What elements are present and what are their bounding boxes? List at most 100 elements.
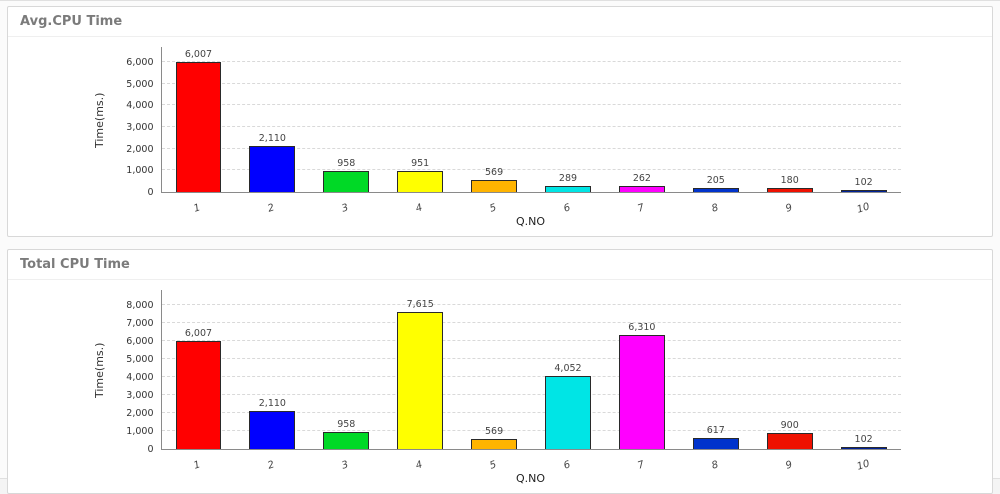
bar-value-label: 617 xyxy=(706,424,725,436)
panel-avg-cpu-time: Avg.CPU Time Time(ms.) 0 1,000 2,000 3,000 4… xyxy=(7,6,993,237)
bar-slot-7: 262 xyxy=(605,47,679,192)
bar xyxy=(397,171,444,192)
bar-value-label: 102 xyxy=(854,176,873,188)
bar xyxy=(692,187,739,192)
y-axis-ticks: 0 1,000 2,000 3,000 4,000 5,000 6,000 7,000 8,00… xyxy=(111,290,161,455)
bar-slot-1: 6,007 xyxy=(162,290,236,449)
x-tick: 8 xyxy=(679,196,753,214)
bar-value-label: 2,110 xyxy=(258,133,286,145)
bar xyxy=(471,438,517,449)
y-tick-label: 1,000 xyxy=(126,165,154,177)
y-tick-label: 7,000 xyxy=(126,318,154,329)
plot-area: 6,007 2,110 958 951 569 289 262 205 180 102 xyxy=(160,47,901,193)
gridline xyxy=(161,82,901,84)
bars: 6,007 2,110 958 7,615 569 4,052 6,310 617 900 102 xyxy=(162,290,901,449)
y-axis-label: Time(ms.) xyxy=(92,92,106,148)
gridline xyxy=(161,126,901,127)
bar xyxy=(249,411,296,449)
x-tick: 7 xyxy=(605,196,679,214)
y-axis-ticks: 0 1,000 2,000 3,000 4,000 5,000 6,000 xyxy=(111,47,161,198)
bar-value-label: 6,007 xyxy=(184,48,213,60)
bar xyxy=(766,432,813,449)
bar-slot-8: 205 xyxy=(679,47,753,192)
x-tick: 2 xyxy=(235,196,309,214)
x-axis-label: Q.NO xyxy=(515,472,546,485)
y-tick-label: 2,000 xyxy=(126,143,154,155)
panel-title-avg-cpu-time: Avg.CPU Time xyxy=(8,7,992,37)
bar-value-label: 900 xyxy=(780,419,799,431)
gridline xyxy=(161,412,901,413)
x-tick: 9 xyxy=(753,196,827,214)
gridline xyxy=(161,430,901,431)
bar-slot-3: 958 xyxy=(309,290,383,449)
bar xyxy=(471,179,517,192)
gridline xyxy=(161,61,901,62)
y-tick-label: 0 xyxy=(147,187,154,198)
x-axis-ticks: 1 2 3 4 5 6 7 8 9 10 xyxy=(161,450,901,472)
x-tick: 7 xyxy=(605,453,679,471)
bar xyxy=(175,340,222,449)
bar xyxy=(692,437,739,449)
x-tick: 8 xyxy=(679,453,753,471)
bar xyxy=(323,431,370,449)
y-tick-label: 4,000 xyxy=(126,100,154,112)
bar xyxy=(249,146,296,192)
x-tick: 4 xyxy=(383,453,457,471)
x-tick: 10 xyxy=(827,196,901,215)
gridline xyxy=(161,376,901,377)
y-tick-label: 5,000 xyxy=(126,78,154,90)
x-tick: 5 xyxy=(457,196,531,214)
bar-slot-5: 569 xyxy=(457,290,531,449)
bar-value-label: 180 xyxy=(780,175,799,187)
bar xyxy=(175,61,222,192)
bar xyxy=(766,188,813,192)
bar xyxy=(545,185,591,192)
gridline xyxy=(161,169,901,171)
bar-value-label: 951 xyxy=(411,158,430,170)
bar-slot-2: 2,110 xyxy=(235,290,309,449)
gridline xyxy=(161,358,901,359)
gridline xyxy=(161,104,901,106)
bar xyxy=(840,447,887,449)
bar-slot-10: 102 xyxy=(827,47,901,192)
gridline xyxy=(161,322,901,323)
y-axis-label: Time(ms.) xyxy=(92,342,106,398)
x-tick: 6 xyxy=(531,196,605,214)
y-tick-label: 2,000 xyxy=(126,408,154,419)
bar xyxy=(618,186,665,192)
bar-value-label: 289 xyxy=(558,172,578,184)
avg-cpu-time-chart: Time(ms.) 0 1,000 2,000 3,000 4,000 5,000 6,00… xyxy=(93,47,908,228)
y-tick-label: 1,000 xyxy=(126,426,154,437)
bar-slot-3: 958 xyxy=(309,47,383,192)
bar-value-label: 6,007 xyxy=(184,327,213,339)
x-tick: 3 xyxy=(309,453,383,471)
bar-value-label: 7,615 xyxy=(406,298,434,310)
panel-total-cpu-time: Total CPU Time Time(ms.) 0 1,000 2,000 3,00… xyxy=(7,249,993,494)
x-axis-label: Q.NO xyxy=(515,215,546,228)
x-tick: 1 xyxy=(161,196,235,214)
x-tick: 5 xyxy=(457,453,531,471)
bar-value-label: 958 xyxy=(337,418,356,430)
x-tick: 3 xyxy=(309,196,383,214)
y-tick-label: 5,000 xyxy=(126,354,154,365)
bar-value-label: 102 xyxy=(854,434,873,446)
bar-value-label: 6,310 xyxy=(628,322,656,334)
x-tick: 1 xyxy=(161,453,235,471)
bars: 6,007 2,110 958 951 569 289 262 205 180 102 xyxy=(162,47,901,192)
bar-slot-8: 617 xyxy=(679,290,753,449)
bar xyxy=(323,171,370,192)
bar-slot-5: 569 xyxy=(457,47,531,192)
x-tick: 4 xyxy=(383,196,457,214)
y-tick-label: 8,000 xyxy=(126,300,154,311)
bar-slot-9: 900 xyxy=(753,290,827,449)
plot-area: 6,007 2,110 958 7,615 569 4,052 6,310 617 900 102 xyxy=(160,290,901,450)
bar-value-label: 2,110 xyxy=(258,398,286,410)
x-tick: 10 xyxy=(827,453,901,472)
gridline xyxy=(161,304,901,305)
bar xyxy=(397,311,444,449)
bar-slot-4: 7,615 xyxy=(383,290,457,449)
bar-slot-1: 6,007 xyxy=(162,47,236,192)
y-tick-label: 6,000 xyxy=(126,336,154,347)
y-tick-label: 6,000 xyxy=(126,57,154,68)
